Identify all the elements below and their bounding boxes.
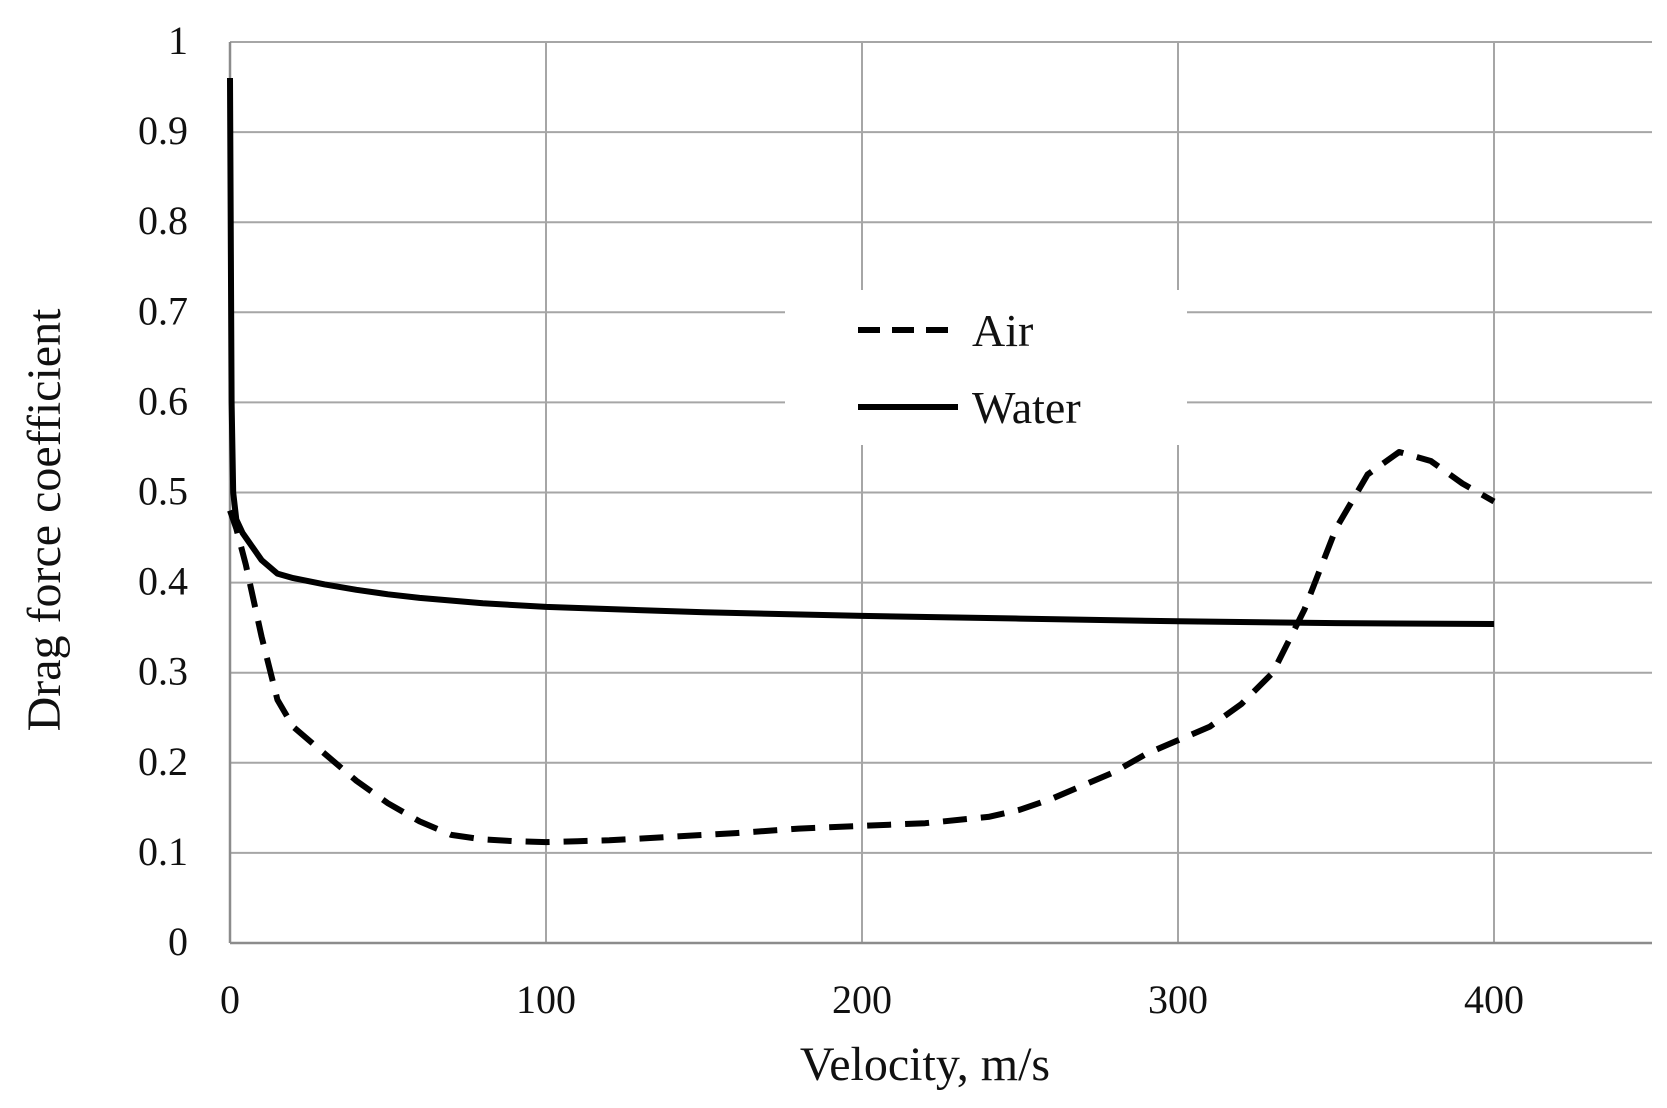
y-tick-label-1: 0.1 [138, 829, 188, 874]
legend-water-label: Water [972, 382, 1081, 433]
y-tick-label-0: 0 [168, 919, 188, 964]
x-axis-title: Velocity, m/s [800, 1038, 1050, 1091]
legend: Air Water [785, 290, 1187, 445]
x-tick-label-2: 200 [832, 977, 892, 1022]
y-tick-label-8: 0.8 [138, 198, 188, 243]
tick-label-layer: 0 0.1 0.2 0.3 0.4 0.5 0.6 0.7 0.8 0.9 1 0 100 200 300 4… [138, 18, 1524, 1022]
y-tick-label-3: 0.3 [138, 649, 188, 694]
series-line-water [227, 77, 1495, 627]
grid-layer [230, 41, 1652, 943]
legend-air-label: Air [972, 305, 1033, 356]
y-tick-label-2: 0.2 [138, 739, 188, 784]
y-tick-label-7: 0.7 [138, 288, 188, 333]
legend-background [785, 290, 1187, 445]
y-tick-label-6: 0.6 [138, 378, 188, 423]
y-tick-label-5: 0.5 [138, 469, 188, 514]
x-tick-label-0: 0 [220, 977, 240, 1022]
x-tick-label-3: 300 [1148, 977, 1208, 1022]
y-axis-title: Drag force coefficient [18, 308, 71, 732]
y-tick-label-4: 0.4 [138, 559, 188, 604]
y-tick-label-10: 1 [168, 18, 188, 63]
x-tick-label-1: 100 [516, 977, 576, 1022]
series-layer [227, 77, 1496, 846]
x-tick-label-4: 400 [1464, 977, 1524, 1022]
y-tick-label-9: 0.9 [138, 108, 188, 153]
